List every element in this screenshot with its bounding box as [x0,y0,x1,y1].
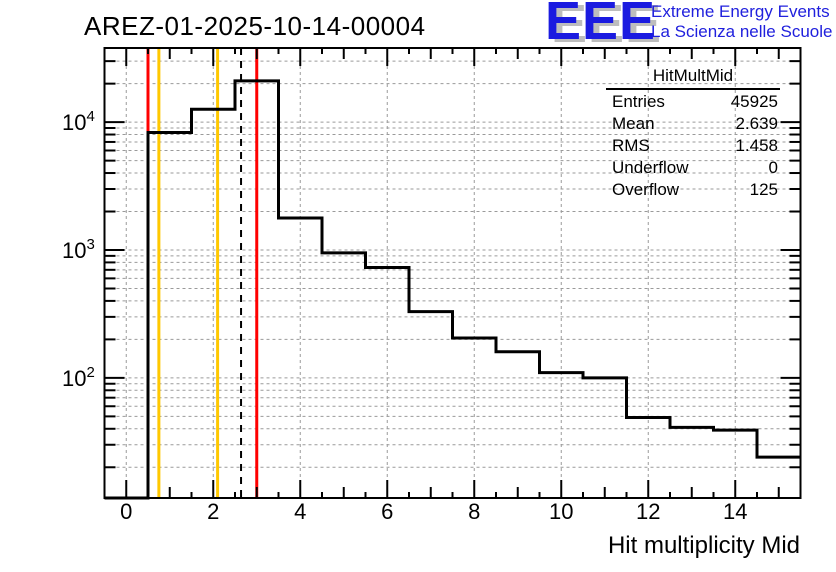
stats-value: 1.458 [735,136,778,155]
x-tick-label: 4 [294,499,306,524]
marker-lines [146,48,259,498]
stats-box: HitMultMid Entries 45925 Mean 2.639 RMS 1.458… [606,66,780,201]
x-tick-labels: 0 2 4 6 8 10 12 14 [120,499,747,524]
y-tick-label: 103 [62,236,95,263]
axis-ticks [104,48,801,498]
x-tick-label: 8 [468,499,480,524]
eee-tagline: Extreme Energy Events La Scienza nelle S… [651,2,832,42]
stats-row: Underflow 0 [606,157,780,179]
x-axis-title: Hit multiplicity Mid [608,532,800,559]
histogram-line [104,79,801,500]
stats-value: 2.639 [735,114,778,133]
eee-tagline-line2: La Scienza nelle Scuole [651,22,833,41]
x-tick-label: 10 [549,499,573,524]
y-tick-label: 102 [62,364,95,391]
eee-logo: EEE [545,0,657,51]
x-tick-label: 6 [381,499,393,524]
stats-rows: Entries 45925 Mean 2.639 RMS 1.458 Underflow 0 O… [606,91,780,201]
stats-label: Underflow [612,158,689,177]
stats-row: Entries 45925 [606,91,780,113]
x-tick-label: 2 [207,499,219,524]
y-tick-label: 104 [62,108,95,135]
x-tick-label: 12 [636,499,660,524]
gridlines [104,48,801,498]
y-tick-labels: 102 103 104 [62,108,95,391]
stats-label: Mean [612,114,655,133]
plot-title: AREZ-01-2025-10-14-00004 [84,11,426,41]
x-tick-label: 14 [723,499,747,524]
stats-value: 45925 [730,92,778,111]
x-tick-label: 0 [120,499,132,524]
stats-value: 0 [768,158,778,177]
eee-tagline-line1: Extreme Energy Events [651,2,830,21]
stats-row: RMS 1.458 [606,135,780,157]
stats-label: Overflow [612,180,680,199]
stats-value: 125 [749,180,778,199]
stats-label: RMS [612,136,650,155]
stats-row: Overflow 125 [606,179,780,201]
stats-title: HitMultMid [606,66,780,90]
stats-label: Entries [612,92,665,111]
stats-row: Mean 2.639 [606,113,780,135]
